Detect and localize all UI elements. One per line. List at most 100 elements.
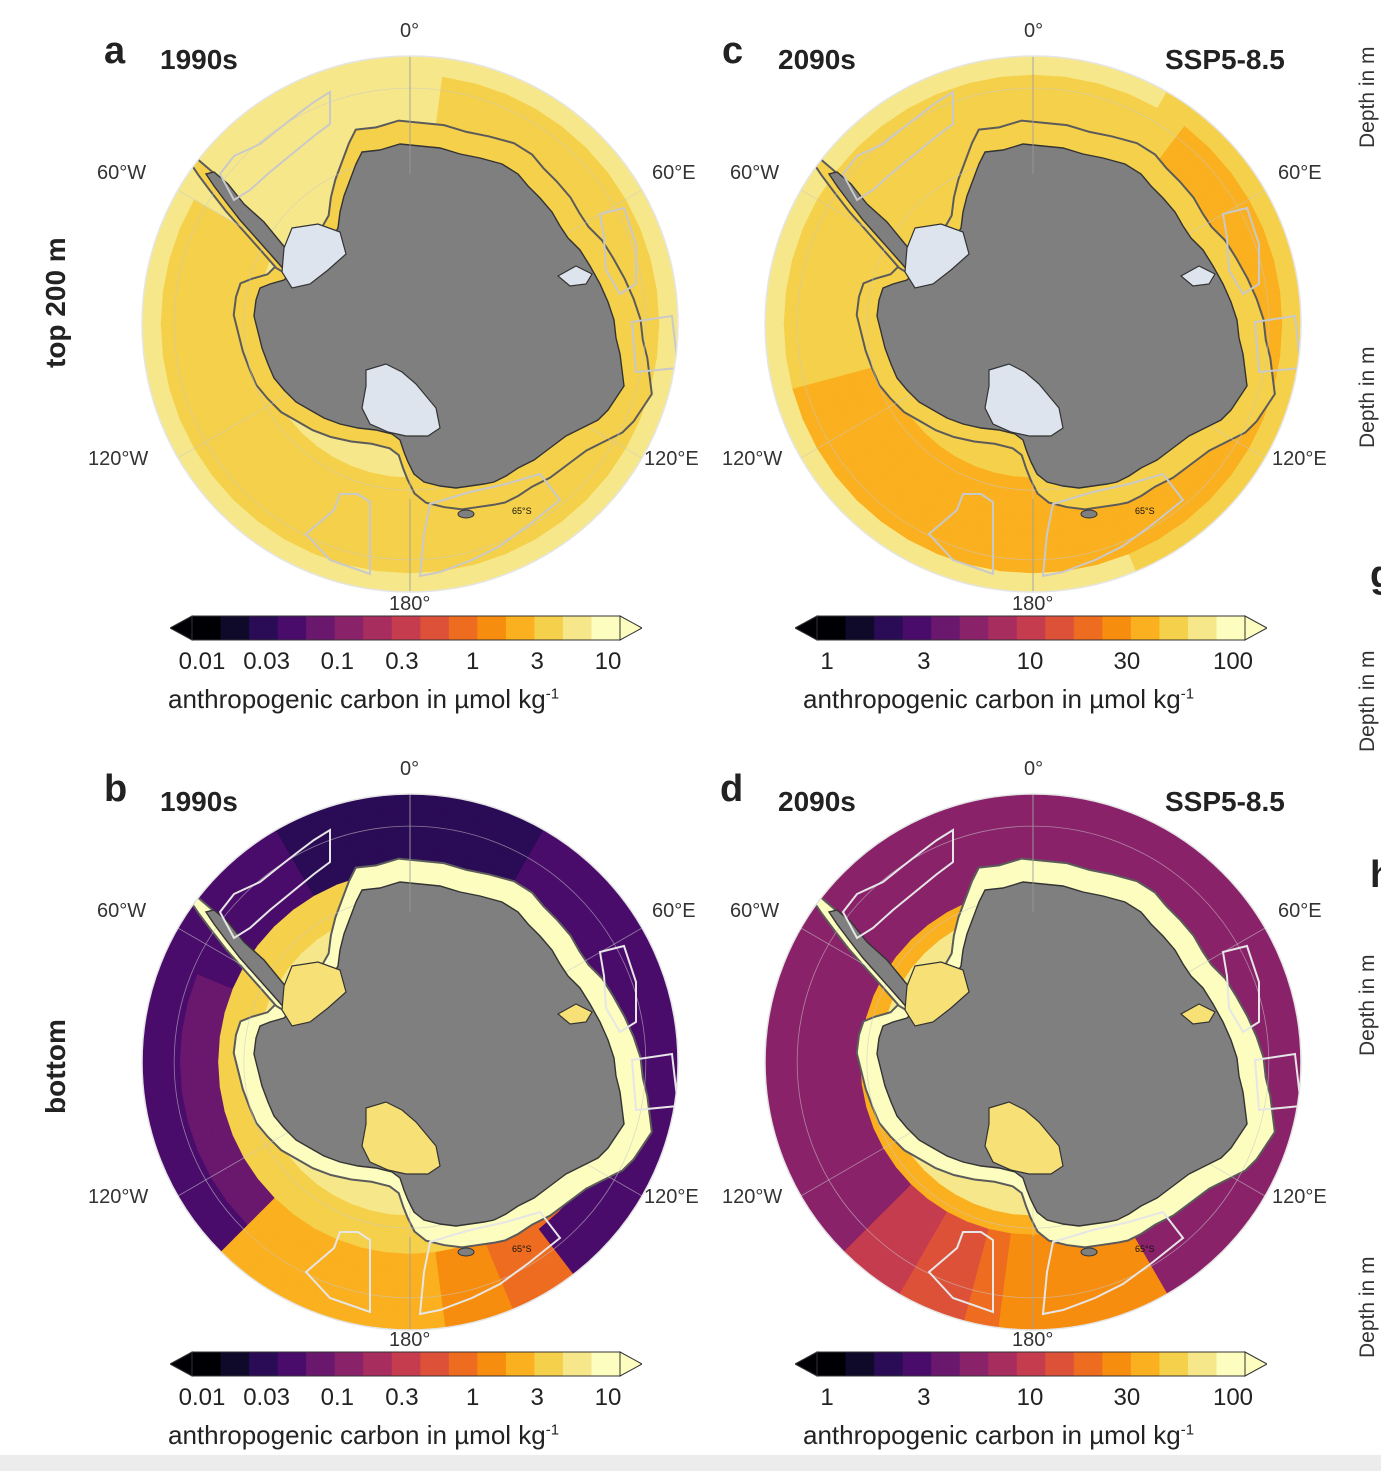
field-cell [1032,74,1066,97]
map-clip-group: 65°S [142,794,678,1330]
panel-period-d: 2090s [778,786,856,817]
lon-120w-c: 120°W [722,448,783,470]
colorbar-swatch [845,1352,875,1376]
colorbar-swatch [1073,1352,1103,1376]
colorbar-swatch [505,1352,535,1376]
mpa-outline [1221,944,1260,1034]
colorbar-label-c: anthropogenic carbon in µmol kg-1 [803,684,1195,714]
colorbar-swatch [363,1352,393,1376]
colorbar-swatch [334,616,364,640]
colorbar-tick-label: 0.03 [243,1384,290,1411]
colorbar-swatch [220,1352,250,1376]
field-cell [1032,532,1064,555]
field-cell [1032,794,1069,816]
colorbar-swatch [845,616,875,640]
colorbar-swatch [306,616,336,640]
antarctica-land [876,881,1248,1227]
colorbar-tick-label: 30 [1113,648,1141,675]
latitude-65s-label: 65°S [1135,1244,1155,1254]
field-cell [997,56,1034,78]
colorbar-swatch [1016,1352,1046,1376]
mpa-outline [630,1052,678,1112]
panel-period-b: 1990s [160,786,238,817]
colorbar-swatch [1130,616,1160,640]
field-cell [142,323,164,360]
panel-letter-a: a [104,30,126,72]
field-cell [1032,1270,1064,1293]
colorbar-min-arrow [795,615,818,641]
antarctic-peninsula [827,909,924,1018]
field-cell [160,323,183,357]
ronne-filchner-ice-shelf [904,223,970,289]
colorbar-swatch [334,1352,364,1376]
field-cell [374,56,411,78]
field-cell [1002,93,1034,116]
panel-letter-c: c [722,30,744,72]
field-cell [377,1289,411,1312]
map-clip-group: 65°S [765,794,1301,1330]
map-panel-a: 65°S [141,55,679,593]
colorbar-min-arrow [170,615,193,641]
colorbar-swatch [874,616,904,640]
field-cell [409,93,441,116]
colorbar-swatch [1130,1352,1160,1376]
map-frame [764,55,1302,593]
colorbar-max-arrow [619,1351,642,1377]
colorbar-tick-label: 0.1 [320,1384,355,1411]
field-cell [377,74,411,97]
colorbar-swatch [192,616,222,640]
field-cell [160,1029,183,1063]
colorbar-swatch [1102,616,1132,640]
colorbar-tick-label: 3 [917,648,931,675]
field-cell [1000,74,1034,97]
colorbar-min-arrow [795,1351,818,1377]
lon-120e-b: 120°E [644,1186,699,1208]
row-label-top: top 200 m [40,237,71,368]
field-cell [783,1061,806,1095]
lon-120w-a: 120°W [88,448,149,470]
field-cell [997,794,1034,816]
lon-60w-b: 60°W [97,900,147,922]
field-cell [802,1031,825,1063]
antarctic-peninsula [204,171,301,280]
mpa-outline [927,1231,994,1314]
field-cell [374,794,411,816]
colorbar-swatch [477,1352,507,1376]
field-cell [409,551,443,574]
field-cell [409,831,441,854]
colorbar-swatch [988,616,1018,640]
field-cell [409,56,446,78]
field-cell [374,1308,411,1330]
colorbar-swatch [505,616,535,640]
colorbar-swatch [1187,616,1218,640]
colorbar-swatch [1159,616,1189,640]
mpa-outline [1221,206,1260,296]
lon-120w-b: 120°W [88,1186,149,1208]
colorbar-swatch [562,1352,593,1376]
panel-letter-b: b [104,768,128,810]
field-cell [1000,812,1034,835]
row-label-bottom: bottom [40,1019,71,1114]
panel-scenario-c: SSP5-8.5 [1165,44,1285,75]
side-panel-letter-g: g [1370,556,1381,594]
field-cell [1032,831,1064,854]
field-cell [179,1061,202,1093]
mpa-outline [418,1210,562,1316]
colorbar-swatch [448,1352,478,1376]
colorbar-swatch [988,1352,1018,1376]
colorbar-tick-label: 100 [1212,648,1254,675]
colorbar-ticks-d: 1 3 10 30 100 [0,1386,1381,1416]
colorbar-swatch [874,1352,904,1376]
colorbar-tick-label: 100 [1212,1384,1254,1411]
field-cell [379,831,411,854]
latitude-65s-label: 65°S [1135,506,1155,516]
map-panel-b: 65°S [141,793,679,1331]
amery-ice-shelf [1179,1003,1216,1025]
field-cell [765,288,787,325]
field-cell [1032,56,1069,78]
latitude-65s-label: 65°S [512,1244,532,1254]
colorbar-ticks-b: 0.01 0.03 0.1 0.3 1 3 10 [0,1386,1381,1416]
colorbar-swatch [817,616,847,640]
colorbar-swatch [420,1352,450,1376]
colorbar-swatch [534,616,564,640]
